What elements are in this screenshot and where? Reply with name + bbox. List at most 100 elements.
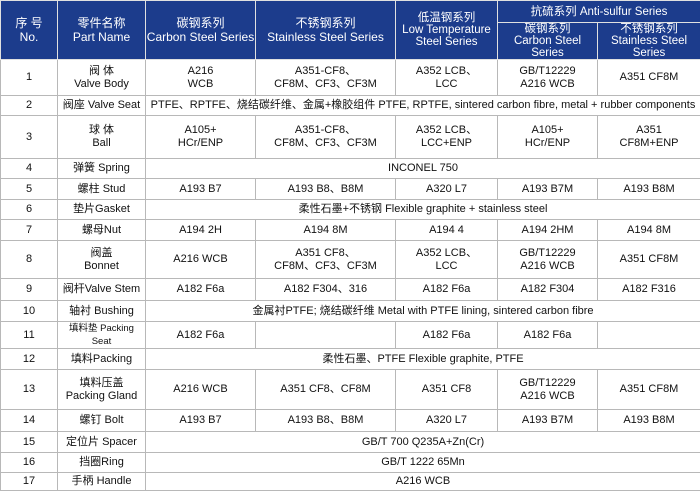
part-name: 阀 体 Valve Body bbox=[58, 60, 146, 96]
header-no: 序 号 No. bbox=[1, 1, 58, 60]
part-name: 阀座 Valve Seat bbox=[58, 96, 146, 116]
material-cell: A351 CF8M bbox=[598, 370, 700, 410]
material-cell: A351-CF8、 CF8M、CF3、CF3M bbox=[256, 116, 396, 159]
part-name: 垫片Gasket bbox=[58, 200, 146, 220]
material-cell: A193 B8、B8M bbox=[256, 179, 396, 200]
material-cell: GB/T12229 A216 WCB bbox=[498, 60, 598, 96]
part-name: 弹簧 Spring bbox=[58, 159, 146, 179]
row-number: 15 bbox=[1, 432, 58, 453]
material-cell: A193 B7M bbox=[498, 410, 598, 432]
part-name: 手柄 Handle bbox=[58, 473, 146, 491]
header-low-temperature: 低温钢系列 Low Temperature Steel Series bbox=[396, 1, 498, 60]
part-name: 螺母Nut bbox=[58, 220, 146, 241]
material-cell: A105+ HCr/ENP bbox=[146, 116, 256, 159]
row-number: 8 bbox=[1, 241, 58, 279]
material-cell bbox=[256, 322, 396, 349]
material-cell: A351 CF8、CF8M bbox=[256, 370, 396, 410]
material-cell: A182 F6a bbox=[396, 279, 498, 301]
material-cell: A351 CF8 bbox=[396, 370, 498, 410]
material-cell: 金属衬PTFE; 烧结碳纤维 Metal with PTFE lining, s… bbox=[146, 301, 700, 322]
material-cell: 柔性石墨、PTFE Flexible graphite, PTFE bbox=[146, 349, 700, 370]
material-cell: A194 8M bbox=[256, 220, 396, 241]
material-cell: A352 LCB、 LCC bbox=[396, 60, 498, 96]
material-cell: A194 8M bbox=[598, 220, 700, 241]
row-number: 13 bbox=[1, 370, 58, 410]
material-cell: A352 LCB、 LCC bbox=[396, 241, 498, 279]
row-number: 3 bbox=[1, 116, 58, 159]
header-anti-sulfur-carbon: 碳钢系列 Carbon Steel Series bbox=[498, 23, 598, 60]
material-cell: A182 F6a bbox=[498, 322, 598, 349]
row-number: 12 bbox=[1, 349, 58, 370]
part-name: 填料压盖 Packing Gland bbox=[58, 370, 146, 410]
material-cell: A351 CF8M bbox=[598, 241, 700, 279]
part-name: 球 体 Ball bbox=[58, 116, 146, 159]
row-number: 14 bbox=[1, 410, 58, 432]
material-cell: A320 L7 bbox=[396, 179, 498, 200]
part-name: 轴衬 Bushing bbox=[58, 301, 146, 322]
material-cell: A320 L7 bbox=[396, 410, 498, 432]
material-cell: A216 WCB bbox=[146, 60, 256, 96]
part-name: 阀杆Valve Stem bbox=[58, 279, 146, 301]
header-anti-sulfur-stainless: 不锈钢系列 Stainless Steel Series bbox=[598, 23, 700, 60]
material-cell: GB/T 1222 65Mn bbox=[146, 453, 700, 473]
material-cell: GB/T 700 Q235A+Zn(Cr) bbox=[146, 432, 700, 453]
row-number: 1 bbox=[1, 60, 58, 96]
material-cell: A351-CF8、 CF8M、CF3、CF3M bbox=[256, 60, 396, 96]
part-name: 填料Packing bbox=[58, 349, 146, 370]
material-cell: A182 F316 bbox=[598, 279, 700, 301]
material-cell: A182 F304 bbox=[498, 279, 598, 301]
row-number: 16 bbox=[1, 453, 58, 473]
material-cell: A182 F6a bbox=[396, 322, 498, 349]
row-number: 5 bbox=[1, 179, 58, 200]
material-cell bbox=[598, 322, 700, 349]
material-cell: A193 B7 bbox=[146, 410, 256, 432]
material-cell: A182 F6a bbox=[146, 322, 256, 349]
header-carbon-steel: 碳钢系列 Carbon Steel Series bbox=[146, 1, 256, 60]
header-anti-sulfur: 抗硫系列 Anti-sulfur Series bbox=[498, 1, 700, 23]
material-cell: A182 F6a bbox=[146, 279, 256, 301]
material-cell: A194 2H bbox=[146, 220, 256, 241]
row-number: 10 bbox=[1, 301, 58, 322]
material-cell: A194 4 bbox=[396, 220, 498, 241]
material-cell: A193 B8M bbox=[598, 179, 700, 200]
part-name: 挡圈Ring bbox=[58, 453, 146, 473]
material-cell: A216 WCB bbox=[146, 241, 256, 279]
material-cell: A193 B7M bbox=[498, 179, 598, 200]
row-number: 2 bbox=[1, 96, 58, 116]
material-cell: A351 CF8、 CF8M、CF3、CF3M bbox=[256, 241, 396, 279]
material-cell: A193 B8M bbox=[598, 410, 700, 432]
material-cell: 柔性石墨+不锈钢 Flexible graphite + stainless s… bbox=[146, 200, 700, 220]
part-name: 填料垫 Packing Seat bbox=[58, 322, 146, 349]
material-cell: A216 WCB bbox=[146, 473, 700, 491]
row-number: 7 bbox=[1, 220, 58, 241]
material-cell: A182 F304、316 bbox=[256, 279, 396, 301]
material-cell: A193 B7 bbox=[146, 179, 256, 200]
material-cell: A216 WCB bbox=[146, 370, 256, 410]
material-cell: A351 CF8M+ENP bbox=[598, 116, 700, 159]
material-cell: GB/T12229 A216 WCB bbox=[498, 241, 598, 279]
part-name: 螺柱 Stud bbox=[58, 179, 146, 200]
header-stainless-steel: 不锈钢系列 Stainless Steel Series bbox=[256, 1, 396, 60]
material-cell: PTFE、RPTFE、烧结碳纤维、金属+橡胶组件 PTFE, RPTFE, si… bbox=[146, 96, 700, 116]
material-cell: A194 2HM bbox=[498, 220, 598, 241]
header-part-name: 零件名称 Part Name bbox=[58, 1, 146, 60]
row-number: 6 bbox=[1, 200, 58, 220]
material-cell: A352 LCB、 LCC+ENP bbox=[396, 116, 498, 159]
row-number: 9 bbox=[1, 279, 58, 301]
